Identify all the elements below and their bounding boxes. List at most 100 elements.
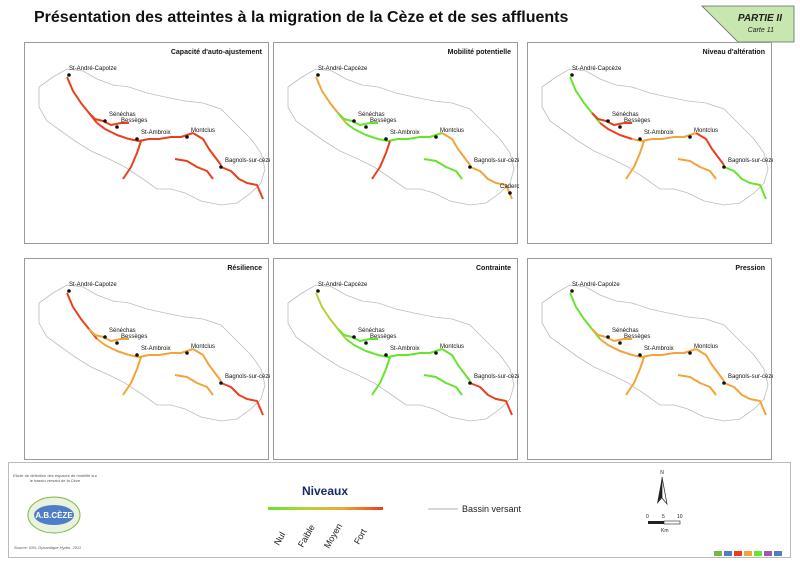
town-marker: [219, 381, 223, 385]
carte-label: Carte 11: [747, 27, 774, 34]
town-marker: [316, 289, 320, 293]
river-segment: [96, 122, 130, 140]
river-segment: [695, 132, 725, 166]
legend-bassin-label: Bassin versant: [462, 504, 522, 514]
town-label: Caderousse: [500, 184, 519, 190]
town-marker: [67, 73, 71, 77]
town-marker: [688, 135, 692, 139]
panel-mobilite: St-André-Capcèze Sénéchas Bessèges St-Ambro…: [273, 42, 519, 244]
town-label: Bessèges: [624, 334, 650, 340]
town-marker: [618, 125, 622, 129]
river-segment: [122, 356, 142, 396]
source-text: Source: IGN, Dynamique Hydro, 2011: [14, 545, 82, 550]
town-label: St-Ambroix: [141, 130, 171, 136]
river-segment: [625, 356, 645, 396]
river-segment: [599, 338, 633, 356]
town-marker: [135, 137, 139, 141]
panel-pression: St-André-Capolze Sénéchas Bessèges St-Ambro…: [527, 258, 773, 460]
river-segment: [423, 158, 463, 180]
legend-title: Niveaux: [302, 484, 349, 498]
town-label: Bessèges: [370, 118, 396, 124]
river-segment: [591, 112, 632, 126]
panel-title: Résilience: [227, 265, 262, 272]
scale-10: 10: [677, 514, 683, 520]
river-segment: [345, 122, 379, 140]
river-segment: [122, 140, 142, 180]
town-marker: [316, 73, 320, 77]
panel-title: Contrainte: [476, 265, 511, 272]
river-segment: [128, 348, 194, 358]
river-segment: [371, 356, 391, 396]
legend-gradient: [268, 507, 383, 510]
town-label: St-André-Capolze: [69, 66, 117, 72]
river-segment: [723, 382, 767, 416]
river-segment: [337, 112, 378, 126]
town-marker: [384, 353, 388, 357]
river-segment: [174, 158, 214, 180]
river-segment: [695, 348, 725, 382]
river-segment: [469, 382, 513, 416]
partie-badge-shape: [701, 5, 795, 43]
town-label: Bagnols-sur-cèze: [474, 374, 519, 380]
north-label: N: [660, 470, 664, 476]
town-label: Bessèges: [370, 334, 396, 340]
river-segment: [631, 348, 697, 358]
town-label: St-Ambroix: [141, 346, 171, 352]
panel-capacite: St-André-Capolze Sénéchas Bessèges St-Ambro…: [24, 42, 270, 244]
partie-badge: PARTIE II Carte 11: [700, 4, 796, 44]
town-marker: [606, 335, 610, 339]
town-marker: [688, 351, 692, 355]
town-label: Montclus: [191, 128, 215, 134]
town-marker: [103, 119, 107, 123]
legend-box: [8, 462, 791, 558]
panel-title: Niveau d'altération: [702, 49, 765, 56]
footer-logo-area: Etude de définition des espaces de mobil…: [10, 465, 98, 553]
river-segment: [192, 348, 222, 382]
town-marker: [115, 341, 119, 345]
town-label: Montclus: [694, 344, 718, 350]
river-segment: [345, 338, 379, 356]
scale-unit: Km: [661, 528, 669, 534]
town-marker: [468, 381, 472, 385]
town-marker: [185, 351, 189, 355]
town-label: Bessèges: [121, 118, 147, 124]
river-segment: [96, 338, 130, 356]
town-marker: [434, 351, 438, 355]
river-segment: [371, 140, 391, 180]
town-label: St-Ambroix: [644, 130, 674, 136]
town-label: Bagnols-sur-cèze: [225, 158, 270, 164]
town-label: Sénéchas: [358, 112, 385, 118]
scale-5: 5: [662, 514, 665, 520]
town-label: Bessèges: [121, 334, 147, 340]
town-marker: [364, 341, 368, 345]
town-marker: [434, 135, 438, 139]
town-label: St-André-Capolze: [572, 282, 620, 288]
logo-text: A.B.CÈZE: [35, 511, 73, 520]
town-marker: [352, 119, 356, 123]
abceze-logo: A.B.CÈZE: [27, 496, 81, 534]
river-segment: [677, 158, 717, 180]
panel-title: Pression: [735, 265, 765, 272]
town-marker: [606, 119, 610, 123]
river-segment: [88, 328, 129, 342]
town-marker: [103, 335, 107, 339]
river-segment: [220, 166, 264, 200]
panel-alteration: St-André-Capcèze Sénéchas Bessèges St-Ambro…: [527, 42, 773, 244]
basin-outline: [287, 284, 515, 422]
town-label: Bagnols-sur-cèze: [474, 158, 519, 164]
partie-label: PARTIE II: [737, 13, 782, 24]
town-label: Sénéchas: [612, 112, 639, 118]
town-marker: [135, 353, 139, 357]
north-arrow-icon: N: [657, 470, 668, 506]
river-segment: [174, 374, 214, 396]
town-marker: [352, 335, 356, 339]
town-marker: [722, 381, 726, 385]
town-marker: [115, 125, 119, 129]
panel-title: Capacité d'auto-ajustement: [170, 49, 262, 56]
basin-outline: [38, 284, 266, 422]
town-marker: [67, 289, 71, 293]
